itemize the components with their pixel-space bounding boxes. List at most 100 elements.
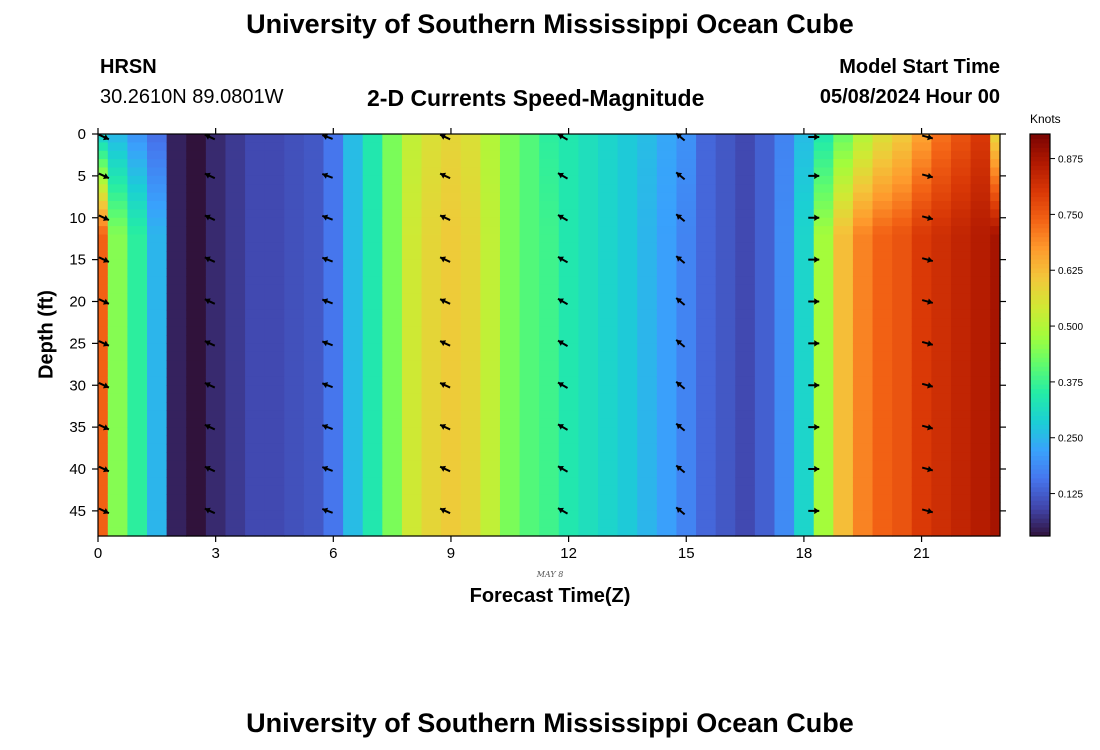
heatmap-cell	[460, 376, 481, 386]
heatmap-cell	[186, 343, 207, 353]
heatmap-cell	[323, 167, 344, 177]
heatmap-cell	[147, 418, 168, 428]
heatmap-cell	[303, 293, 325, 303]
current-arrow	[98, 507, 110, 515]
heatmap-cell	[166, 284, 187, 294]
heatmap-cell	[245, 150, 266, 160]
heatmap-cell	[225, 477, 246, 487]
heatmap-cell	[499, 326, 521, 336]
heatmap-cell	[245, 301, 266, 311]
heatmap-cell	[637, 376, 658, 386]
heatmap-cell	[441, 469, 462, 478]
heatmap-cell	[343, 393, 364, 403]
heatmap-cell	[362, 335, 383, 344]
heatmap-cell	[284, 309, 305, 319]
colorbar-segment	[1030, 442, 1050, 448]
heatmap-cell	[284, 217, 305, 227]
current-arrow	[921, 466, 934, 473]
heatmap-cell	[499, 452, 521, 462]
heatmap-cell	[421, 443, 442, 453]
colorbar-segment	[1030, 294, 1050, 300]
heatmap-cell	[990, 502, 1001, 512]
heatmap-cell	[970, 376, 991, 386]
heatmap-cell	[637, 209, 658, 219]
heatmap-cell	[323, 326, 344, 336]
heatmap-cell	[950, 150, 972, 160]
heatmap-cell	[990, 318, 1001, 328]
heatmap-cell	[794, 469, 815, 478]
heatmap-cell	[205, 167, 227, 177]
heatmap-cell	[735, 209, 756, 219]
heatmap-cell	[774, 301, 795, 311]
heatmap-cell	[127, 494, 148, 504]
heatmap-cell	[127, 309, 148, 319]
heatmap-cell	[225, 184, 246, 194]
heatmap-cell	[617, 410, 638, 420]
heatmap-cell	[970, 234, 991, 244]
heatmap-cell	[872, 335, 893, 344]
heatmap-cell	[480, 268, 501, 277]
heatmap-cell	[617, 376, 638, 386]
heatmap-cell	[264, 134, 285, 143]
heatmap-cell	[519, 477, 540, 487]
heatmap-cell	[421, 201, 442, 210]
heatmap-cell	[127, 318, 148, 328]
heatmap-cell	[794, 150, 815, 160]
colorbar-segment	[1030, 424, 1050, 430]
heatmap-cell	[245, 142, 266, 152]
heatmap-cell	[696, 460, 717, 470]
heatmap-cell	[303, 259, 325, 269]
heatmap-cell	[970, 494, 991, 504]
heatmap-cell	[245, 167, 266, 177]
heatmap-cell	[852, 393, 874, 403]
heatmap-cell	[872, 134, 893, 143]
heatmap-cell	[186, 192, 207, 202]
colorbar-segment	[1030, 142, 1050, 148]
heatmap-cell	[225, 393, 246, 403]
heatmap-cell	[147, 519, 168, 529]
heatmap-cell	[872, 150, 893, 160]
heatmap-cell	[303, 276, 325, 286]
heatmap-cell	[539, 502, 560, 512]
heatmap-cell	[264, 259, 285, 269]
heatmap-cell	[401, 460, 423, 470]
heatmap-cell	[460, 301, 481, 311]
heatmap-cell	[950, 435, 972, 445]
heatmap-cell	[107, 343, 129, 353]
heatmap-cell	[872, 242, 893, 252]
heatmap-cell	[147, 460, 168, 470]
heatmap-cell	[715, 351, 736, 361]
heatmap-cell	[519, 410, 540, 420]
heatmap-cell	[362, 201, 383, 210]
heatmap-cell	[892, 268, 913, 277]
heatmap-cell	[401, 335, 423, 344]
heatmap-cell	[205, 293, 227, 303]
heatmap-cell	[539, 519, 560, 529]
heatmap-cell	[656, 418, 678, 428]
colorbar-segment	[1030, 147, 1050, 153]
heatmap-cell	[284, 427, 305, 437]
heatmap-cell	[656, 502, 678, 512]
heatmap-cell	[774, 477, 795, 487]
heatmap-cell	[499, 159, 521, 169]
heatmap-cell	[892, 368, 913, 378]
heatmap-cell	[676, 201, 697, 210]
heatmap-cell	[303, 318, 325, 328]
heatmap-cell	[852, 368, 874, 378]
heatmap-cell	[264, 167, 285, 177]
heatmap-cell	[245, 502, 266, 512]
heatmap-cell	[421, 142, 442, 152]
heatmap-cell	[343, 293, 364, 303]
heatmap-cell	[205, 309, 227, 319]
heatmap-cell	[696, 477, 717, 487]
heatmap-cell	[343, 418, 364, 428]
heatmap-cell	[382, 485, 403, 495]
heatmap-cell	[186, 393, 207, 403]
heatmap-cell	[441, 134, 462, 143]
heatmap-cell	[696, 276, 717, 286]
heatmap-cell	[950, 368, 972, 378]
heatmap-cell	[735, 393, 756, 403]
chart-subtitle: 2-D Currents Speed-Magnitude	[367, 85, 705, 111]
heatmap-cell	[578, 410, 599, 420]
heatmap-cell	[107, 217, 129, 227]
